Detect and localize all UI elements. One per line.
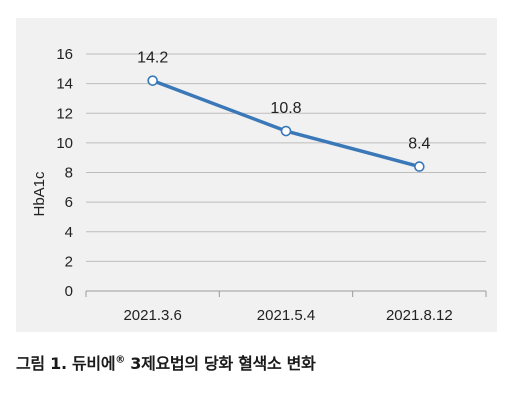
y-tick-8: 8 xyxy=(65,165,73,182)
x-tick-2021.8.12: 2021.8.12 xyxy=(386,307,453,324)
y-tick-2: 2 xyxy=(65,253,73,270)
y-tick-14: 14 xyxy=(56,76,73,93)
series-line-hba1c xyxy=(150,78,422,169)
y-tick-6: 6 xyxy=(65,194,73,211)
figure-caption: 그림 1. 듀비에® 3제요법의 당화 혈색소 변화 xyxy=(16,350,316,374)
y-tick-16: 16 xyxy=(56,46,73,63)
axes xyxy=(85,290,487,297)
series-line xyxy=(150,78,422,169)
data-point-2 xyxy=(414,161,425,172)
y-tick-10: 10 xyxy=(56,135,73,152)
registered-mark: ® xyxy=(115,354,125,366)
x-tick-2021.3.6: 2021.3.6 xyxy=(123,307,181,324)
x-tick-labels: 2021.3.6 2021.5.4 2021.8.12 xyxy=(123,307,452,324)
grid-lines xyxy=(86,53,486,262)
data-labels: 14.2 10.8 8.4 xyxy=(137,50,430,153)
data-point-1 xyxy=(280,125,292,137)
data-label-0: 14.2 xyxy=(137,50,168,67)
x-tick-2021.5.4: 2021.5.4 xyxy=(257,307,315,324)
data-points xyxy=(147,75,425,172)
data-point-0 xyxy=(147,75,158,86)
y-tick-0: 0 xyxy=(65,283,73,300)
chart-panel: 0 2 4 6 8 10 12 14 16 2021.3.6 2021.5.4 2021.8.12 … xyxy=(16,18,497,332)
y-tick-12: 12 xyxy=(56,105,73,122)
y-tick-labels: 0 2 4 6 8 10 12 14 16 xyxy=(56,46,73,300)
data-label-1: 10.8 xyxy=(270,100,301,117)
y-axis-title: HbA1c xyxy=(31,171,48,217)
y-tick-4: 4 xyxy=(65,224,73,241)
data-label-2: 8.4 xyxy=(408,136,430,153)
caption-suffix: 3제요법의 당화 혈색소 변화 xyxy=(124,354,316,373)
caption-prefix: 그림 1. 듀비에 xyxy=(16,354,116,373)
